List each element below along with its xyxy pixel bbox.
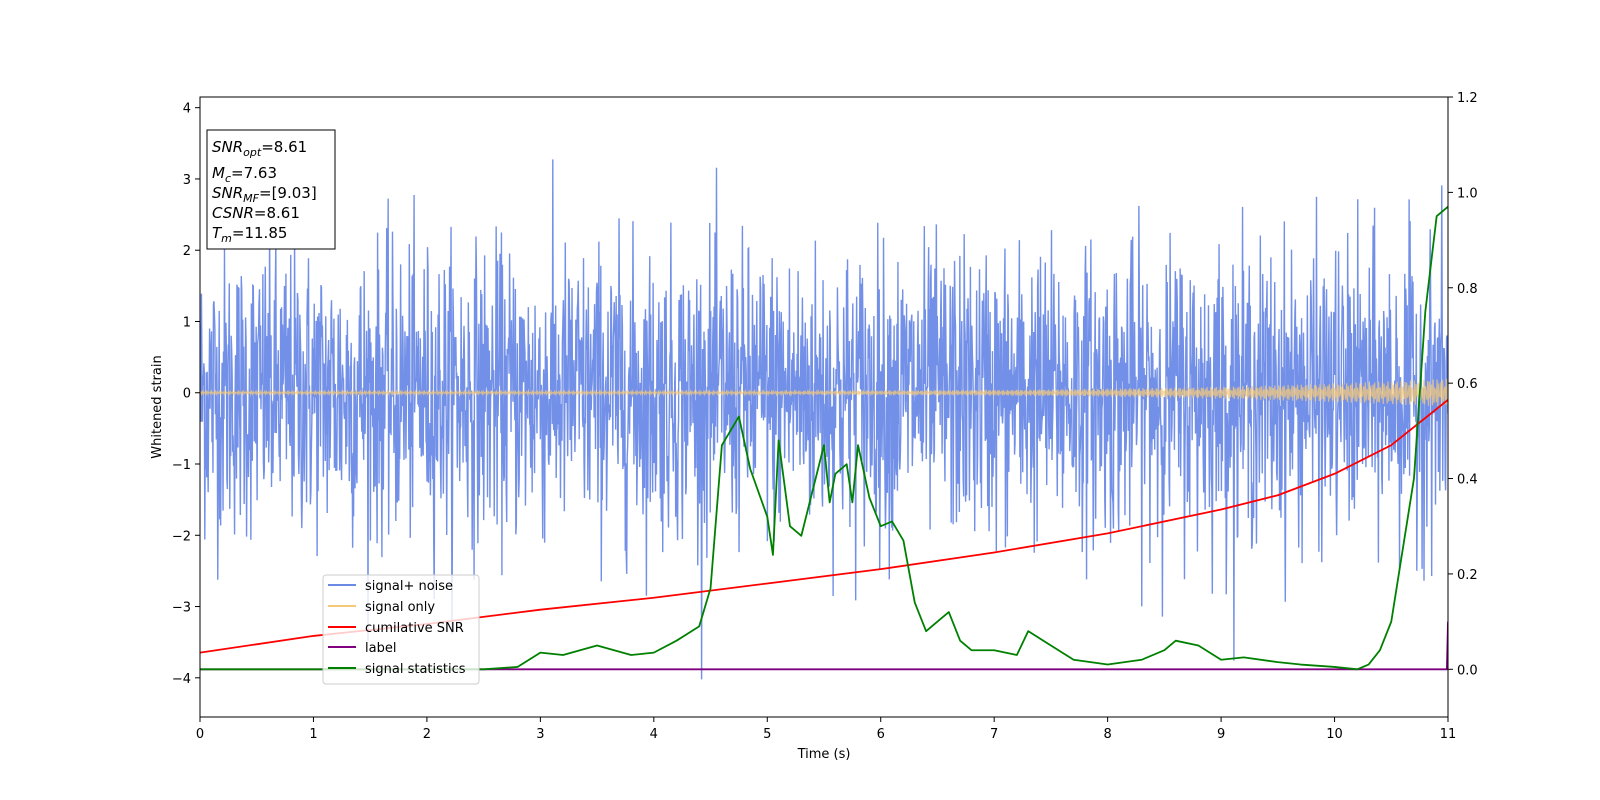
y-right-tick-label: 0.6 xyxy=(1457,377,1478,392)
y-right-tick-label: 1.2 xyxy=(1457,91,1478,106)
y-left-tick-label: −4 xyxy=(172,672,191,687)
y-left-tick-label: 3 xyxy=(183,173,191,188)
x-tick-label: 1 xyxy=(309,727,317,742)
legend-label: signal only xyxy=(365,600,435,615)
x-tick-label: 8 xyxy=(1103,727,1111,742)
annotation-line: SNRMF=[9.03] xyxy=(212,184,317,205)
legend-item: cumilative SNR xyxy=(328,621,464,636)
y-left-tick-label: 1 xyxy=(183,315,191,330)
y-axis-label: Whitened strain xyxy=(150,355,165,458)
legend-label: signal statistics xyxy=(365,662,466,677)
annotation-line: Tm=11.85 xyxy=(212,224,287,245)
annotation-line: Mc=7.63 xyxy=(212,164,277,185)
legend: signal+ noise signal only cumilative SNR la… xyxy=(322,574,480,685)
legend-item: label xyxy=(328,641,396,656)
legend-label: cumilative SNR xyxy=(365,621,464,636)
ticks-layer: 0 1 2 3 4 5 6 7 8 9 10 1143210−1−2−3−40.00.20.40.60… xyxy=(172,91,1478,742)
series-signal-only xyxy=(200,378,1448,407)
legend-label: signal+ noise xyxy=(365,579,453,594)
y-left-tick-label: 0 xyxy=(183,387,191,402)
annotation-frame xyxy=(206,129,336,250)
x-tick-label: 6 xyxy=(877,727,885,742)
series-signal-statistics xyxy=(200,206,1448,671)
y-left-tick-label: −2 xyxy=(172,529,191,544)
x-tick-label: 4 xyxy=(650,727,658,742)
legend-label: label xyxy=(365,641,396,656)
x-tick-label: 5 xyxy=(763,727,771,742)
y-right-tick-label: 0.2 xyxy=(1457,568,1478,583)
y-right-tick-label: 0.4 xyxy=(1457,473,1478,488)
y-left-tick-label: 2 xyxy=(183,244,191,259)
annotation-line: CSNR=8.61 xyxy=(212,204,300,222)
x-axis-label: Time (s) xyxy=(797,747,851,762)
y-right-tick-label: 0.8 xyxy=(1457,282,1478,297)
x-tick-label: 11 xyxy=(1440,727,1457,742)
x-tick-label: 0 xyxy=(196,727,204,742)
annotation-line: SNRopt=8.61 xyxy=(212,138,307,159)
y-left-tick-label: −3 xyxy=(172,601,191,616)
x-tick-label: 7 xyxy=(990,727,998,742)
legend-item: signal statistics xyxy=(328,662,466,677)
y-right-tick-label: 0.0 xyxy=(1457,663,1478,678)
y-left-tick-label: 4 xyxy=(183,102,191,117)
x-tick-label: 9 xyxy=(1217,727,1225,742)
x-tick-label: 3 xyxy=(536,727,544,742)
legend-frame xyxy=(322,574,480,685)
y-right-tick-label: 1.0 xyxy=(1457,186,1478,201)
legend-item: signal only xyxy=(328,600,435,615)
series-signal-noise xyxy=(200,159,1448,680)
y-left-tick-label: −1 xyxy=(172,458,191,473)
legend-item: signal+ noise xyxy=(328,579,453,594)
x-tick-label: 2 xyxy=(423,727,431,742)
plot-frame xyxy=(199,96,1449,718)
x-tick-label: 10 xyxy=(1326,727,1343,742)
